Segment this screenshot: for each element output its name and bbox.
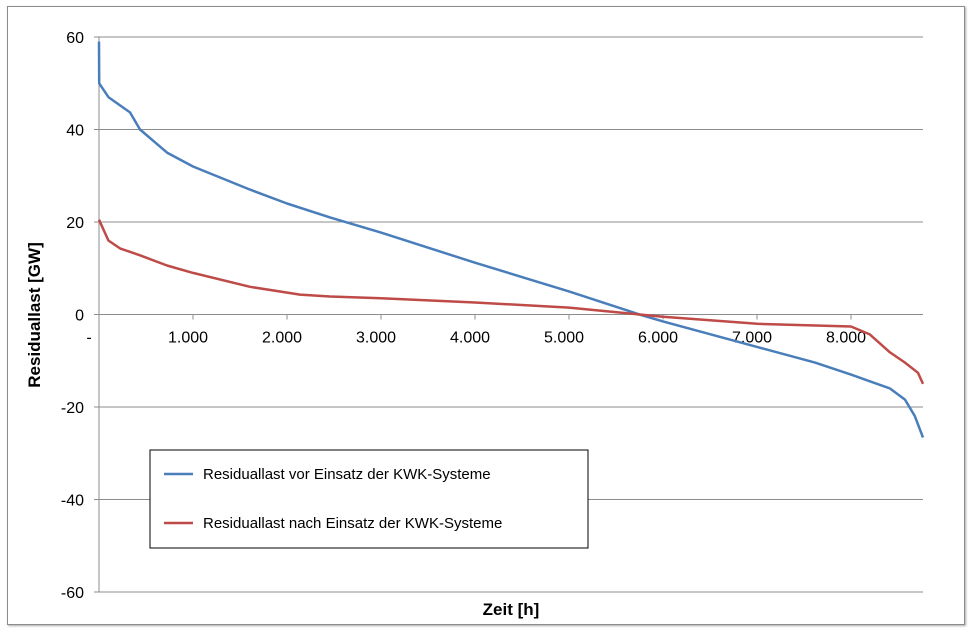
legend-label-vor: Residuallast vor Einsatz der KWK-Systeme xyxy=(203,466,491,483)
y-tick-label: -60 xyxy=(61,585,84,602)
legend: Residuallast vor Einsatz der KWK-Systeme… xyxy=(149,449,589,549)
y-tick-label: 40 xyxy=(66,123,84,140)
x-tick-label: 4.000 xyxy=(450,330,490,347)
x-tick-label: - xyxy=(86,330,91,347)
x-tick-label: 7.000 xyxy=(732,330,772,347)
y-axis-title: Residuallast [GW] xyxy=(25,242,44,387)
y-tick-label: 20 xyxy=(66,215,84,232)
x-tick-label: 6.000 xyxy=(638,330,678,347)
y-tick-label: 60 xyxy=(66,30,84,47)
x-tick-label: 1.000 xyxy=(168,330,208,347)
legend-label-nach: Residuallast nach Einsatz der KWK-System… xyxy=(203,515,502,532)
y-tick-label: 0 xyxy=(75,308,84,325)
x-tick-label: 5.000 xyxy=(544,330,584,347)
x-tick-label: 8.000 xyxy=(826,330,866,347)
series-line-nach xyxy=(97,219,925,385)
x-tick-label: 2.000 xyxy=(262,330,302,347)
x-axis-title: Zeit [h] xyxy=(483,600,540,619)
x-tick-label: 3.000 xyxy=(356,330,396,347)
chart-frame xyxy=(7,6,965,625)
y-tick-label: -40 xyxy=(61,493,84,510)
y-tick-label: -20 xyxy=(61,400,84,417)
legend-box xyxy=(149,449,589,549)
series-line-vor xyxy=(97,41,925,438)
